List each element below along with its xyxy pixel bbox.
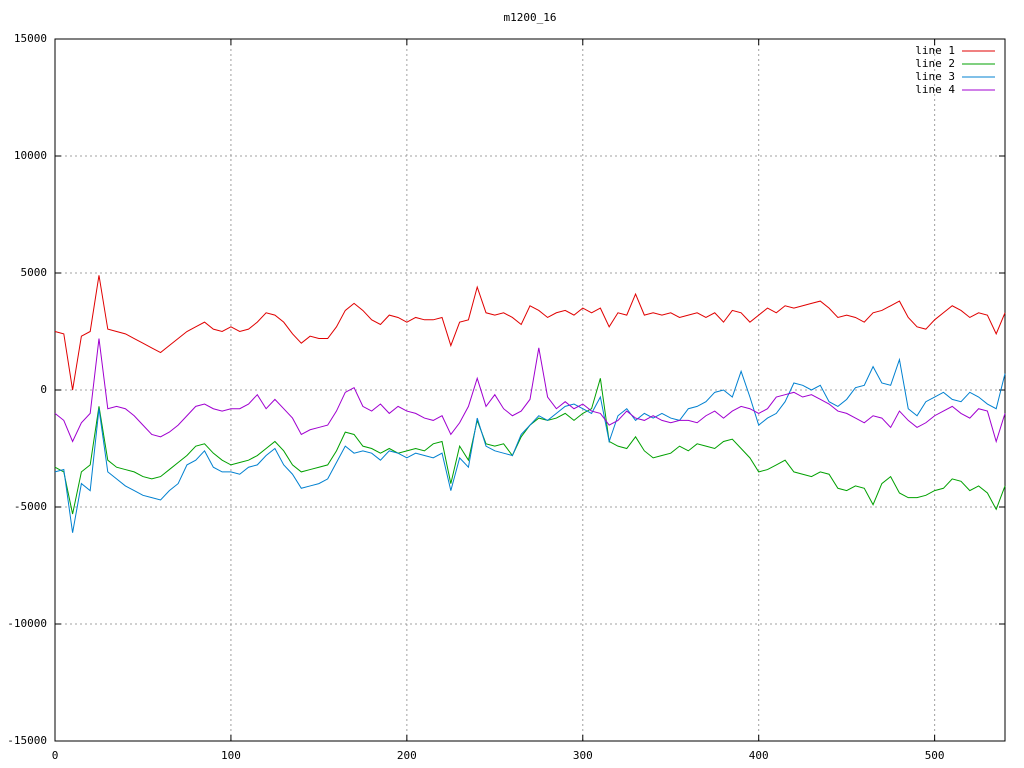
data-line bbox=[54, 275, 1006, 391]
x-tick-label: 200 bbox=[397, 749, 417, 762]
legend-label: line 4 bbox=[915, 83, 955, 96]
y-tick-label: 10000 bbox=[14, 149, 47, 162]
x-tick-label: 400 bbox=[749, 749, 769, 762]
data-line bbox=[54, 357, 1006, 533]
legend-label: line 2 bbox=[915, 57, 955, 70]
legend-label: line 1 bbox=[915, 44, 955, 57]
y-tick-label: 15000 bbox=[14, 32, 47, 45]
chart-title: m1200_16 bbox=[504, 11, 557, 24]
x-tick-label: 300 bbox=[573, 749, 593, 762]
y-tick-label: -5000 bbox=[14, 500, 47, 513]
x-tick-label: 0 bbox=[52, 749, 59, 762]
data-line bbox=[54, 338, 1006, 444]
legend-label: line 3 bbox=[915, 70, 955, 83]
plot-border bbox=[54, 38, 1006, 742]
y-tick-label: -10000 bbox=[7, 617, 47, 630]
x-tick-label: 100 bbox=[221, 749, 241, 762]
y-tick-label: 5000 bbox=[21, 266, 48, 279]
x-tick-label: 500 bbox=[925, 749, 945, 762]
y-tick-label: 0 bbox=[40, 383, 47, 396]
y-tick-label: -15000 bbox=[7, 734, 47, 747]
